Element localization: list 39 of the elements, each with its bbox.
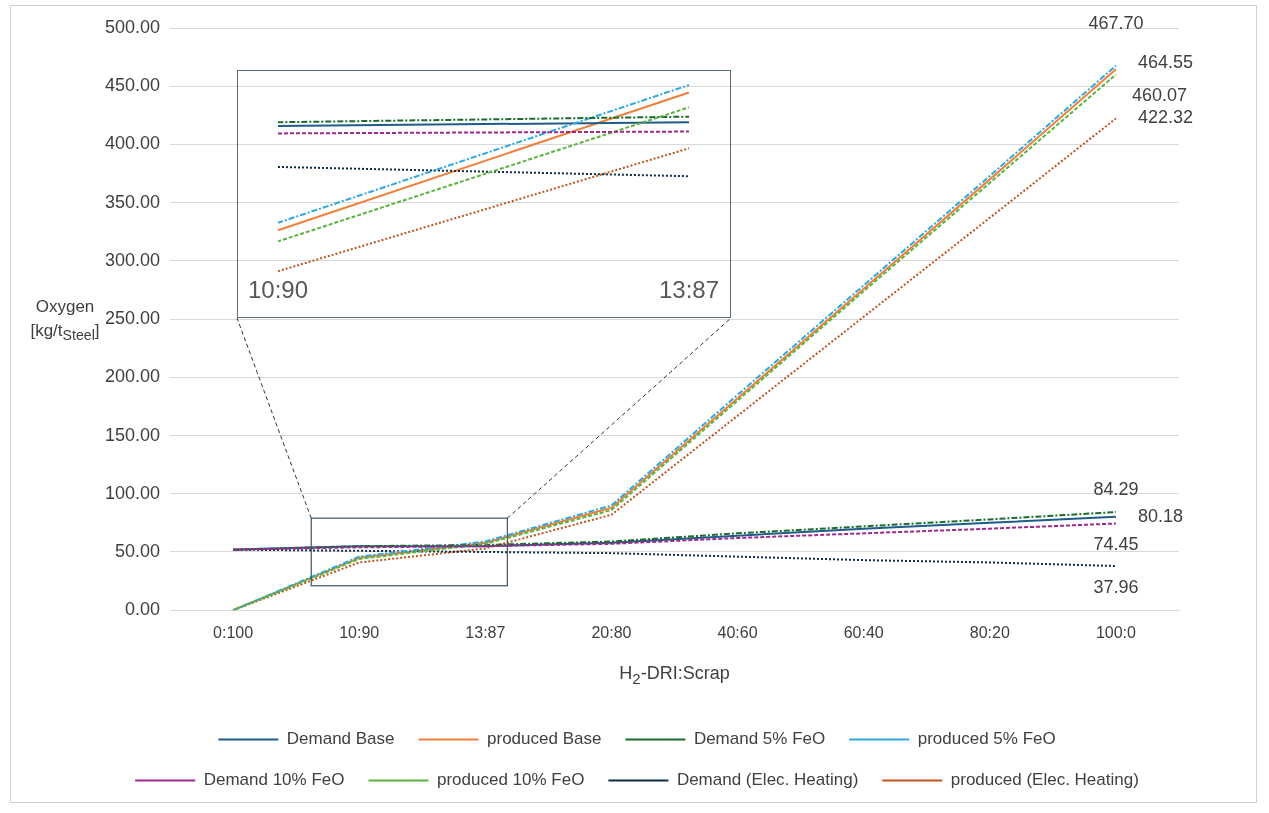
legend-label: produced 5% FeO [917,729,1056,749]
y-tick-label: 50.00 [115,540,161,561]
data-label: 464.55 [1137,52,1193,73]
x-tick-label: 100:0 [1095,624,1137,642]
legend-label: produced 10% FeO [436,770,585,790]
x-tick-label: 20:80 [591,624,632,642]
legend-label: Demand 5% FeO [693,729,826,749]
data-label: 422.32 [1137,107,1193,128]
data-label: 80.18 [1137,505,1183,526]
x-tick-label: 60:40 [843,624,884,642]
legend-label: Demand Base [286,729,395,749]
legend-label: produced Base [487,729,602,749]
y-tick-label: 450.00 [104,75,161,96]
y-tick-label: 250.00 [104,308,161,329]
y-tick-label: 500.00 [104,16,161,37]
legend-label: produced (Elec. Heating) [950,770,1139,790]
y-tick-label: 300.00 [104,249,161,270]
y-axis-title: Oxygen [kg/t$_{Steel}$] [30,297,100,344]
y-tick-label: 100.00 [104,482,161,503]
y-tick-label: 200.00 [104,366,161,387]
x-tick-label: 13:87 [465,624,506,642]
x-tick-label: 0:100 [213,624,254,642]
legend-label: Demand 10% FeO [203,770,345,790]
y-tick-label: 0.00 [125,599,161,620]
x-axis-title: H$_{2}$-DRI:Scrap [618,663,731,687]
x-tick-label: 80:20 [969,624,1010,642]
data-label: 84.29 [1093,479,1139,500]
data-label: 460.07 [1131,85,1187,106]
legend-label: Demand (Elec. Heating) [676,770,859,790]
x-tick-label: 10:90 [247,276,309,304]
data-label: 74.45 [1093,534,1139,555]
x-tick-label: 10:90 [339,624,380,642]
data-label: 467.70 [1088,12,1144,33]
y-tick-label: 350.00 [104,191,161,212]
data-label: 37.96 [1093,576,1139,597]
x-tick-label: 40:60 [717,624,758,642]
y-tick-label: 150.00 [104,424,161,445]
y-tick-label: 400.00 [104,133,161,154]
x-tick-label: 13:87 [658,276,720,304]
